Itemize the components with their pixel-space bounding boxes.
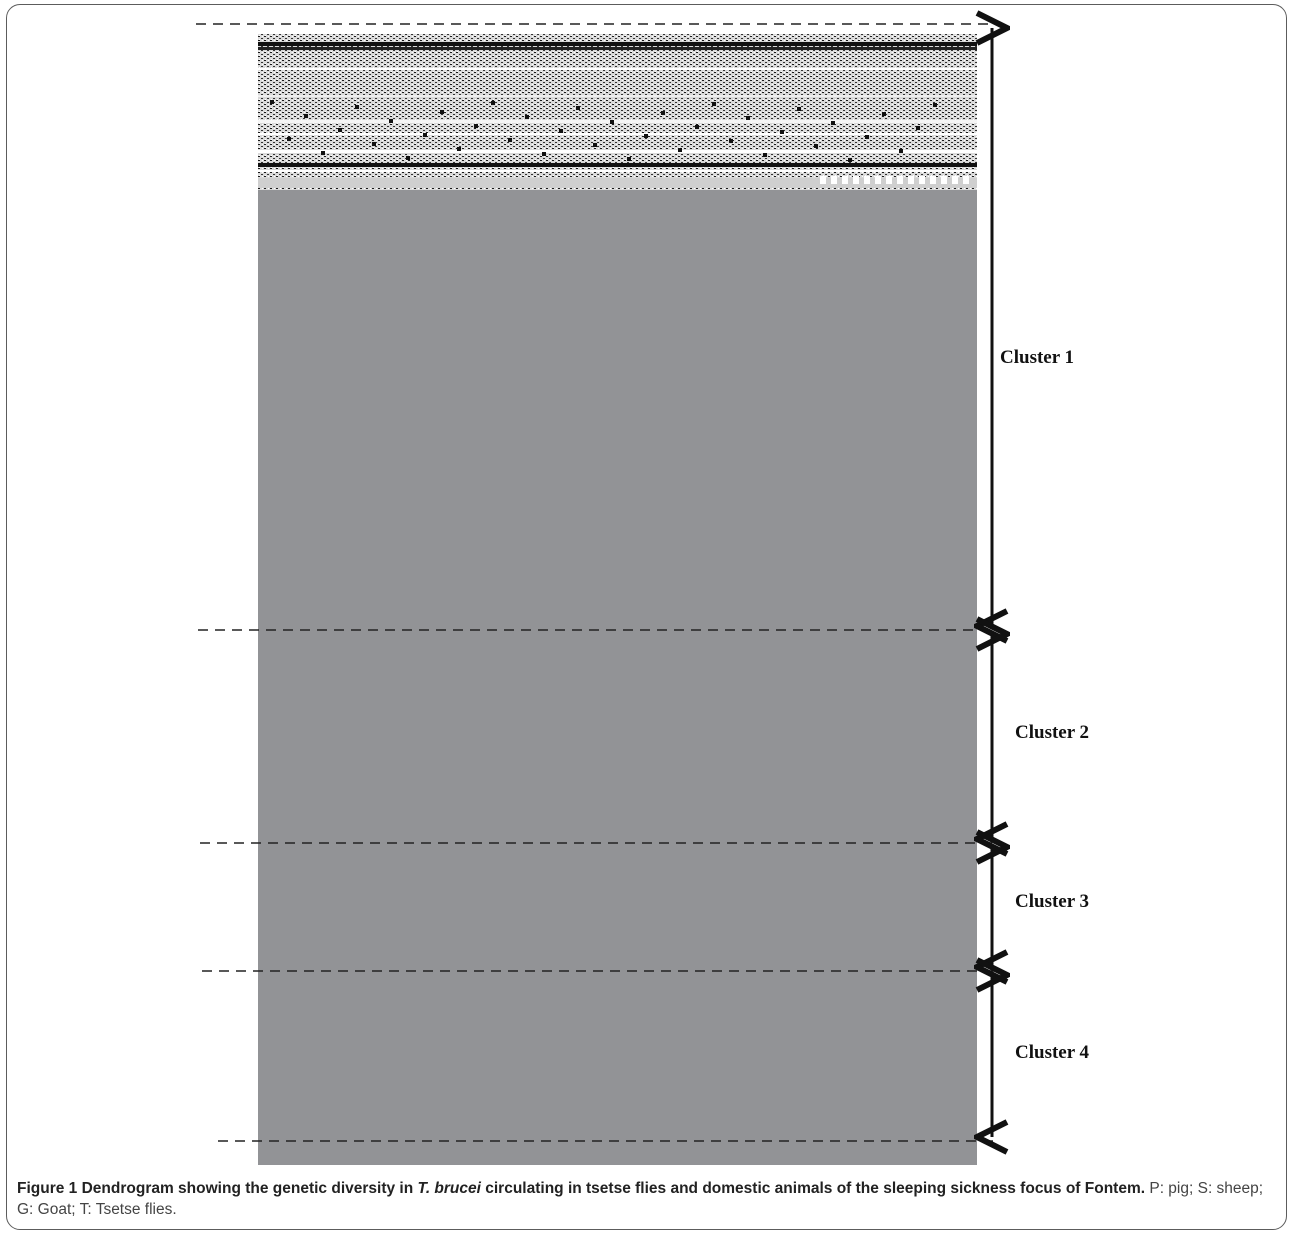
leaf-marker (372, 142, 376, 146)
leaf-marker (842, 176, 848, 184)
leaf-marker (746, 116, 750, 120)
leaf-marker (440, 110, 444, 114)
leaf-marker (338, 128, 342, 132)
branch-line (258, 178, 977, 188)
caption-label: Figure 1 (17, 1180, 78, 1197)
leaf-marker (491, 101, 495, 105)
branch-line (258, 68, 977, 70)
leaf-marker (508, 138, 512, 142)
leaf-marker (930, 176, 936, 184)
leaf-marker (423, 133, 427, 137)
leaf-marker (525, 115, 529, 119)
leaf-marker (559, 129, 563, 133)
cluster-separators (196, 23, 1000, 1142)
dendrogram-body (258, 34, 977, 1165)
leaf-marker (853, 176, 859, 184)
leaf-marker (882, 112, 886, 116)
leaf-marker (875, 176, 881, 184)
caption-title-part-2: circulating in tsetse flies and domestic… (480, 1180, 1146, 1197)
dendrogram-branch-lines (258, 42, 977, 188)
leaf-marker (576, 106, 580, 110)
leaf-marker (610, 120, 614, 124)
figure-caption: Figure 1 Dendrogram showing the genetic … (17, 1178, 1267, 1220)
branch-line (258, 170, 977, 172)
leaf-marker (270, 100, 274, 104)
leaf-marker (678, 148, 682, 152)
cluster-labels: Cluster 1 Cluster 2 Cluster 3 Cluster 4 (1000, 347, 1090, 1063)
leaf-marker (848, 158, 852, 162)
leaf-marker (304, 114, 308, 118)
leaf-marker (908, 176, 914, 184)
branch-line (258, 42, 977, 46)
leaf-marker (406, 156, 410, 160)
leaf-marker (886, 176, 892, 184)
leaf-marker (644, 134, 648, 138)
leaf-marker (933, 103, 937, 107)
leaf-marker (712, 102, 716, 106)
leaf-marker (820, 176, 826, 184)
cluster-label-3: Cluster 3 (1015, 891, 1089, 912)
leaf-marker (763, 153, 767, 157)
leaf-marker (474, 124, 478, 128)
leaf-marker (729, 139, 733, 143)
leaf-marker (814, 144, 818, 148)
leaf-marker (952, 176, 958, 184)
branch-line (258, 120, 977, 123)
branch-line (258, 47, 977, 50)
leaf-marker (797, 107, 801, 111)
caption-legend: P: pig; S: sheep; G: Goat; T: Tsetse fli… (17, 1180, 1264, 1218)
leaf-marker (457, 147, 461, 151)
leaf-marker (897, 176, 903, 184)
leaf-marker (899, 149, 903, 153)
cluster-label-4: Cluster 4 (1015, 1042, 1090, 1063)
leaf-marker (389, 119, 393, 123)
caption-species: T. brucei (417, 1180, 481, 1197)
leaf-marker (831, 121, 835, 125)
leaf-marker (919, 176, 925, 184)
branch-line (258, 95, 977, 97)
leaf-marker (542, 152, 546, 156)
caption-title-part-1: Dendrogram showing the genetic diversity… (77, 1180, 418, 1197)
leaf-marker (355, 105, 359, 109)
leaf-marker (963, 176, 969, 184)
leaf-marker (865, 135, 869, 139)
leaf-marker (287, 137, 291, 141)
leaf-marker (916, 126, 920, 130)
leaf-marker (695, 125, 699, 129)
leaf-marker (831, 176, 837, 184)
leaf-marker (941, 176, 947, 184)
branch-line (258, 163, 977, 167)
branch-line (258, 133, 977, 135)
leaf-marker (864, 176, 870, 184)
branch-line (258, 150, 977, 153)
cluster-label-1: Cluster 1 (1000, 347, 1074, 368)
leaf-marker (321, 151, 325, 155)
leaf-marker (593, 143, 597, 147)
leaf-marker (661, 111, 665, 115)
leaf-marker (780, 130, 784, 134)
cluster-label-2: Cluster 2 (1015, 722, 1089, 743)
leaf-marker (627, 157, 631, 161)
